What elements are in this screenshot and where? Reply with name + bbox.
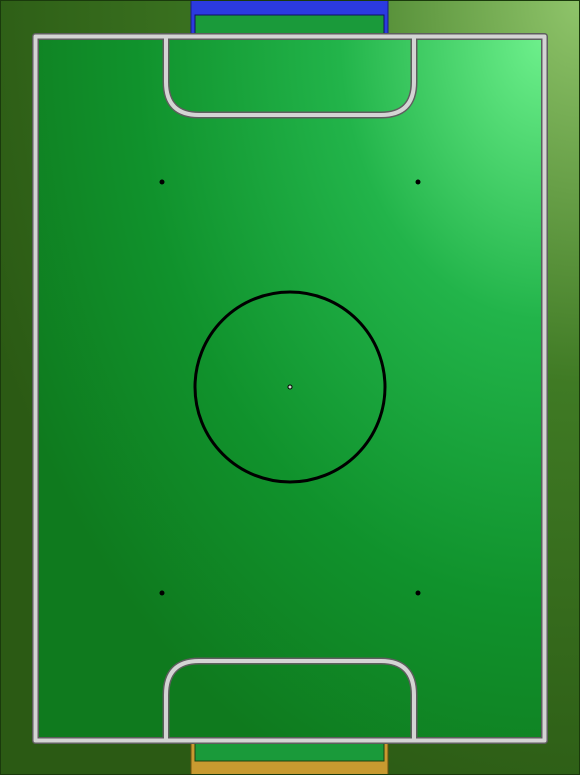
touchline-boundary [33, 34, 547, 743]
marker-top-left [159, 179, 165, 185]
marker-top-right [415, 179, 421, 185]
bottom-penalty-area [164, 659, 416, 741]
pitch-lines [32, 33, 548, 744]
marker-bottom-right [415, 590, 421, 596]
top-penalty-area [164, 36, 416, 117]
center-spot [287, 384, 293, 390]
center-circle [193, 290, 387, 484]
marker-bottom-left [159, 590, 165, 596]
